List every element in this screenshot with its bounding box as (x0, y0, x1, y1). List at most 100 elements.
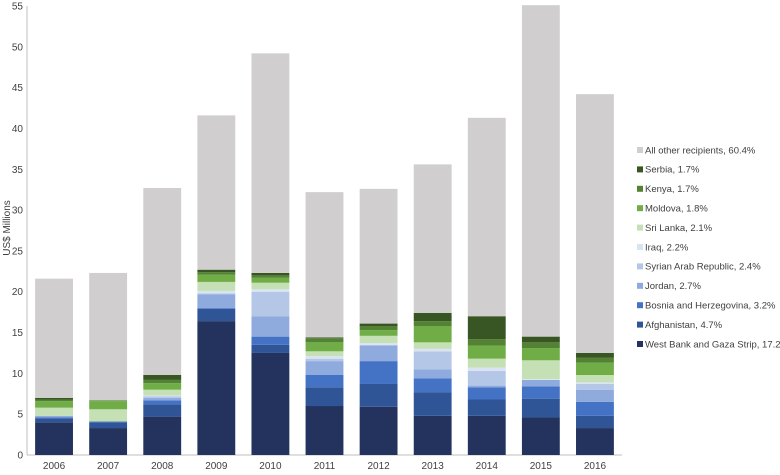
bar-segment (251, 336, 290, 345)
bar-segment (143, 396, 182, 398)
bar-segment (251, 277, 290, 283)
bar-segment (413, 378, 452, 393)
bar-segment (89, 409, 128, 422)
bar-segment (89, 401, 128, 410)
bar-segment (576, 375, 614, 383)
y-tick-label: 5 (17, 410, 23, 421)
bar-segment (35, 401, 73, 408)
bar-segment (143, 383, 182, 390)
bar-segment (305, 356, 344, 359)
bar-segment (413, 369, 452, 379)
bar-segment (197, 290, 236, 294)
bar-segment (143, 389, 182, 396)
legend-swatch (637, 185, 643, 192)
bar-segment (251, 316, 290, 337)
legend-label: Sri Lanka, 2.1% (645, 223, 713, 234)
y-tick-label: 40 (12, 124, 24, 135)
bar-segment (576, 415, 614, 429)
x-tick-label: 2012 (367, 461, 390, 470)
bar-segment (35, 422, 73, 455)
x-tick-label: 2007 (97, 461, 120, 470)
legend-swatch (637, 341, 643, 347)
bar-segment (35, 399, 73, 402)
x-tick-label: 2015 (530, 461, 553, 470)
x-tick-label: 2011 (314, 461, 336, 470)
bar-segment (467, 399, 506, 416)
x-tick-label: 2010 (259, 461, 282, 470)
bar-segment (521, 398, 560, 418)
bar-segment (467, 387, 506, 400)
bar-segment (305, 375, 344, 388)
bar-segment (143, 397, 182, 401)
bar-segment (305, 358, 344, 362)
bar-segment (576, 357, 614, 363)
x-tick-label: 2008 (151, 461, 174, 470)
bar-segment (35, 397, 73, 400)
bar-segment (359, 383, 398, 407)
bar-segment (305, 361, 344, 375)
bar-segment (251, 282, 290, 290)
legend: All other recipients, 60.4% Serbia, 1.7% K… (637, 145, 780, 350)
legend-label: Iraq, 2.2% (645, 242, 689, 253)
x-tick-label: 2013 (422, 461, 445, 470)
bar-segment (251, 289, 290, 292)
bar-segment (197, 272, 236, 275)
legend-label: Jordan, 2.7% (645, 281, 702, 292)
bar-segment (413, 415, 452, 455)
bar-segment (143, 400, 182, 405)
bar-segment (576, 362, 614, 375)
bar-segment (576, 389, 614, 402)
legend-swatch (637, 147, 643, 153)
bar-segment (467, 358, 506, 368)
legend-swatch (637, 166, 643, 173)
bar-segment (89, 421, 128, 423)
bar-segment (251, 344, 290, 353)
bar-segment (89, 422, 128, 429)
bar-segment (521, 348, 560, 361)
bar-segment (197, 321, 236, 455)
y-tick-label: 30 (12, 206, 24, 217)
bar-segment (197, 269, 236, 273)
bar-segment (467, 367, 506, 371)
legend-label: All other recipients, 60.4% (645, 145, 756, 156)
legend-label: Bosnia and Herzegovina, 3.2% (645, 301, 776, 312)
bar-segment (305, 342, 344, 352)
bar-segment (305, 406, 344, 455)
bar-segment (359, 330, 398, 336)
bar-segment (359, 188, 398, 324)
bar-segment (143, 188, 182, 375)
bar-segment (251, 53, 290, 273)
bar-segment (35, 417, 73, 419)
bar-segment (359, 335, 398, 344)
bar-segment (359, 406, 398, 455)
bar-segment (359, 343, 398, 345)
y-tick-label: 55 (12, 2, 24, 13)
y-axis-title: US$ Millions (2, 200, 13, 256)
bar-segment (576, 382, 614, 384)
bar-segment (35, 415, 73, 418)
bar-segment (197, 294, 236, 309)
bar-segment (467, 117, 506, 317)
bar-segment (143, 375, 182, 380)
bar-segment (359, 345, 398, 362)
bar-segment (467, 370, 506, 386)
y-tick-label: 45 (12, 83, 24, 94)
bar-segment (305, 192, 344, 338)
bar-segment (467, 316, 506, 340)
bar-segment (576, 428, 614, 455)
bar-segment (251, 272, 290, 276)
legend-swatch (637, 302, 643, 309)
x-tick-label: 2006 (43, 461, 66, 470)
bar-segment (35, 278, 73, 398)
bars: 2006 2007 2008 2009 2010 2011 2012 2013 2014 2015… (35, 5, 614, 472)
bar-segment (197, 308, 236, 322)
bar-segment (359, 326, 398, 331)
bar-segment (143, 416, 182, 455)
bar-segment (413, 321, 452, 327)
bar-segment (197, 274, 236, 282)
x-tick-label: 2014 (476, 461, 499, 470)
bar-segment (35, 418, 73, 423)
bar-segment (35, 407, 73, 416)
legend-swatch (637, 205, 643, 212)
